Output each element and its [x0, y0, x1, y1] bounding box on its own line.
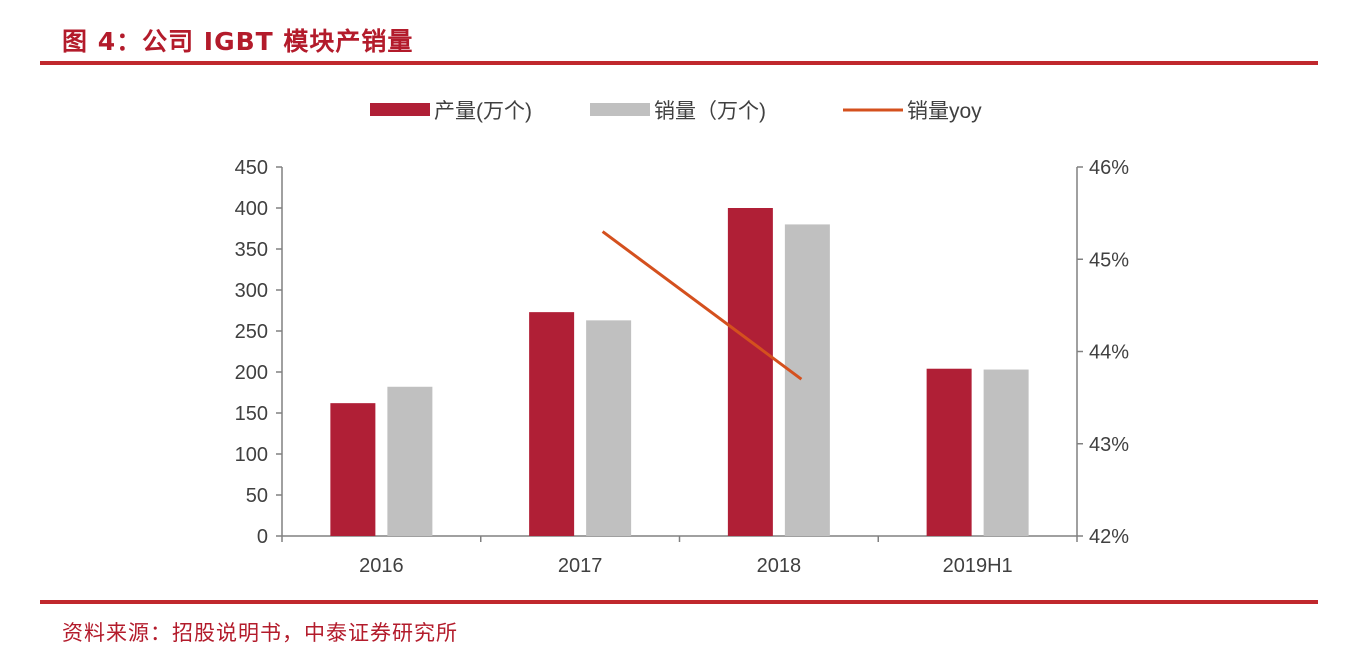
- right-tick-label: 44%: [1089, 342, 1129, 364]
- yoy-line-layer: [601, 230, 803, 381]
- sales-bar-2016: [387, 386, 433, 536]
- sales-bar-2018: [784, 224, 830, 536]
- left-tick-label: 150: [235, 403, 268, 425]
- right-tick-label: 42%: [1089, 526, 1129, 548]
- figure-title: 图 4：公司 IGBT 模块产销量: [62, 27, 414, 56]
- left-tick-label: 300: [235, 280, 268, 302]
- production-bar-2017: [529, 312, 575, 536]
- x-tick-label: 2019H1: [943, 555, 1013, 577]
- right-tick-label: 45%: [1089, 249, 1129, 271]
- legend: 产量(万个) 销量（万个) 销量yoy: [370, 100, 982, 123]
- chart: 产量(万个) 销量（万个) 销量yoy 0 50 100 150 200 250 300 350 4…: [235, 100, 1130, 577]
- left-tick-label: 50: [246, 485, 268, 507]
- legend-label-2: 销量yoy: [907, 100, 982, 123]
- x-tick-label: 2016: [359, 555, 404, 577]
- x-tick-label: 2018: [757, 555, 802, 577]
- yoy-line: [601, 230, 803, 381]
- production-bar-2016: [330, 403, 376, 536]
- left-tick-label: 450: [235, 157, 268, 179]
- x-tick-label: 2017: [558, 555, 603, 577]
- left-tick-label: 400: [235, 198, 268, 220]
- legend-swatch-1: [590, 103, 650, 116]
- sales-bar-2017: [586, 320, 632, 536]
- production-bar-2019H1: [926, 368, 972, 536]
- left-tick-label: 0: [257, 526, 268, 548]
- legend-label-1: 销量（万个): [654, 100, 766, 123]
- top-divider: [40, 61, 1318, 65]
- left-tick-label: 200: [235, 362, 268, 384]
- bars: [330, 208, 1029, 536]
- legend-label-0: 产量(万个): [434, 100, 532, 123]
- sales-bar-2019H1: [983, 369, 1029, 536]
- axes: 0 50 100 150 200 250 300 350 400 450 42% 43% 44% 45% 4…: [235, 157, 1130, 577]
- left-tick-label: 350: [235, 239, 268, 261]
- left-tick-label: 250: [235, 321, 268, 343]
- legend-swatch-0: [370, 103, 430, 116]
- source-note: 资料来源：招股说明书，中泰证券研究所: [62, 621, 458, 645]
- left-tick-label: 100: [235, 444, 268, 466]
- right-tick-label: 46%: [1089, 157, 1129, 179]
- production-bar-2018: [727, 208, 773, 536]
- bottom-divider: [40, 600, 1318, 604]
- right-tick-label: 43%: [1089, 434, 1129, 456]
